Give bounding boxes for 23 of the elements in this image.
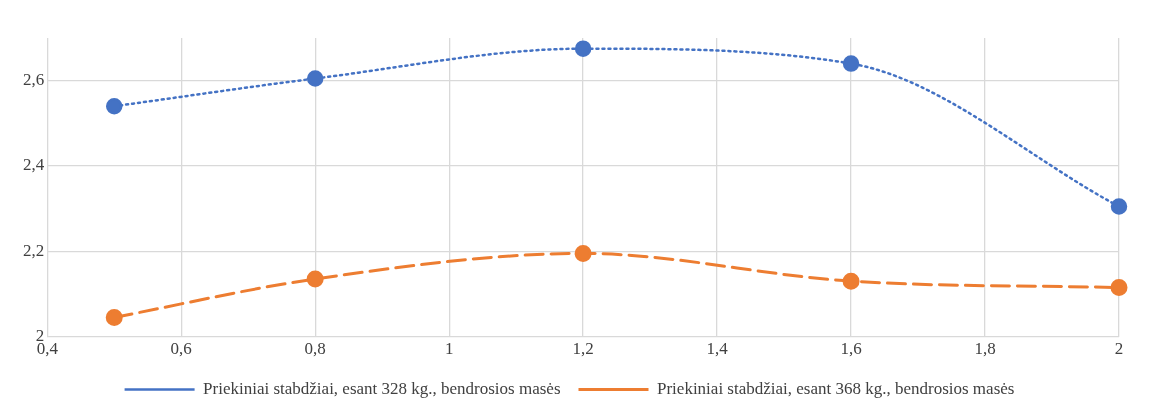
point	[105, 98, 123, 115]
point	[842, 272, 860, 290]
point	[1110, 198, 1128, 215]
point	[306, 270, 324, 288]
point	[306, 70, 324, 87]
legend-label: Priekiniai stabdžiai, esant 368 kg., bendrosios masės	[657, 378, 1015, 398]
x-tick-label: 1,2	[572, 339, 594, 359]
point	[574, 40, 592, 57]
x-tick-label: 0,8	[304, 339, 326, 359]
y-tick-label: 2,6	[23, 70, 45, 90]
point	[574, 244, 592, 262]
x-tick-label: 1	[444, 339, 454, 359]
x-tick-label: 1,6	[840, 339, 862, 359]
point	[1110, 279, 1128, 297]
x-tick-label: 1,4	[706, 339, 729, 359]
x-tick-label: 2	[1114, 339, 1124, 359]
y-tick-label: 2,2	[23, 240, 45, 260]
point	[842, 55, 860, 72]
x-tick-label: 1,8	[974, 339, 996, 359]
x-tick-label: 0,6	[170, 339, 192, 359]
point	[105, 308, 123, 326]
legend-label: Priekiniai stabdžiai, esant 328 kg., bendrosios masės	[203, 378, 561, 398]
y-tick-label: 2,4	[23, 155, 45, 175]
